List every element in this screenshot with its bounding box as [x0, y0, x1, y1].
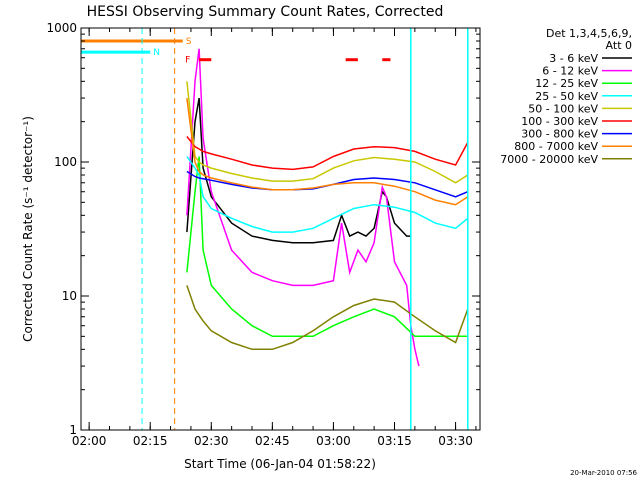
- y-tick-label: 100: [54, 155, 77, 169]
- x-tick-label: 02:30: [194, 434, 229, 448]
- x-axis-ticks: 02:00 02:15 02:30 02:45 03:00 03:15 03:30: [72, 28, 477, 448]
- legend-label: 25 - 50 keV: [535, 90, 598, 103]
- y-axis-ticks: 1 10 100 1000: [46, 21, 480, 437]
- series-line-7000-20000-kev: [186, 285, 469, 351]
- flag-s-label: S: [186, 37, 192, 47]
- series-line-6-12-kev: [186, 48, 420, 367]
- series-layer: [186, 48, 469, 367]
- legend-label: 800 - 7000 keV: [514, 140, 598, 153]
- legend-header-line-1: Det 1,3,4,5,6,9,: [546, 27, 632, 40]
- y-axis-label: Corrected Count Rate (s⁻¹ detector⁻¹): [21, 116, 35, 342]
- series-line-800-7000-kev: [186, 98, 469, 206]
- x-tick-label: 02:15: [133, 434, 168, 448]
- plot-frame: [80, 27, 481, 431]
- legend-label: 12 - 25 keV: [535, 77, 598, 90]
- vertical-markers: [141, 28, 469, 430]
- legend-label: 50 - 100 keV: [528, 102, 598, 115]
- x-tick-label: 02:00: [72, 434, 107, 448]
- legend-label: 3 - 6 keV: [549, 52, 598, 65]
- x-tick-label: 03:00: [316, 434, 351, 448]
- chart-title: HESSI Observing Summary Count Rates, Cor…: [87, 4, 444, 20]
- flags-layer: S N F: [81, 37, 391, 66]
- flag-n-label: N: [153, 48, 160, 58]
- y-tick-label: 1000: [46, 21, 77, 35]
- legend-label: 6 - 12 keV: [542, 65, 598, 78]
- y-tick-label: 1: [69, 423, 77, 437]
- series-line-25-50-kev: [186, 156, 469, 233]
- x-axis-label: Start Time (06-Jan-04 01:58:22): [184, 457, 376, 471]
- legend-label: 300 - 800 keV: [521, 128, 598, 141]
- timestamp: 20-Mar-2010 07:56: [570, 469, 637, 477]
- flag-f-label: F: [185, 56, 190, 66]
- legend-label: 7000 - 20000 keV: [500, 153, 598, 166]
- y-tick-label: 10: [62, 289, 77, 303]
- legend-header-line-2: Att 0: [606, 39, 632, 52]
- x-tick-label: 03:15: [377, 434, 412, 448]
- x-tick-label: 03:30: [438, 434, 473, 448]
- series-line-50-100-kev: [186, 81, 469, 184]
- x-tick-label: 02:45: [255, 434, 290, 448]
- legend-label: 100 - 300 keV: [521, 115, 598, 128]
- series-line-100-300-kev: [186, 136, 469, 171]
